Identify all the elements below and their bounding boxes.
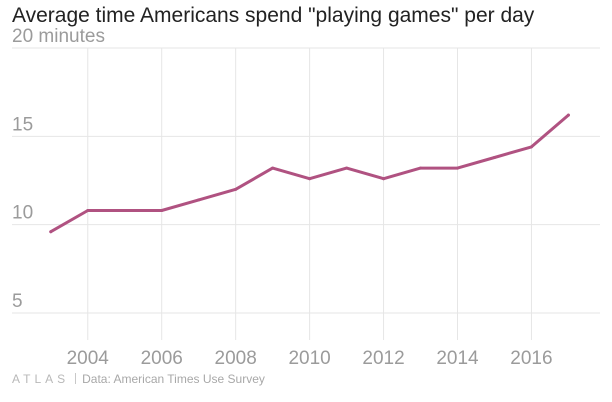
atlas-logo: ATLAS — [12, 372, 70, 386]
x-tick-label-2010: 2010 — [288, 348, 330, 369]
data-point-2017 — [566, 113, 570, 117]
data-point-2005 — [123, 209, 127, 213]
data-point-2009 — [271, 166, 275, 170]
y-tick-label-20: 20 minutes — [12, 26, 105, 47]
x-tick-label-2008: 2008 — [215, 348, 257, 369]
y-tick-label-5: 5 — [12, 291, 23, 312]
x-tick-label-2014: 2014 — [436, 348, 479, 369]
data-point-2012 — [382, 177, 386, 181]
x-tick-label-2004: 2004 — [67, 348, 110, 369]
footer-divider — [75, 373, 77, 384]
data-point-2015 — [492, 156, 496, 160]
data-point-2014 — [456, 166, 459, 170]
y-tick-label-15: 15 — [12, 114, 33, 135]
data-point-2008 — [234, 187, 238, 191]
x-tick-label-2006: 2006 — [141, 348, 183, 369]
footer: ATLAS Data: American Times Use Survey — [12, 372, 265, 386]
data-point-2003 — [49, 230, 53, 234]
y-axis-labels: 5 10 15 20 minutes — [12, 26, 105, 312]
x-tick-label-2016: 2016 — [510, 348, 552, 369]
data-point-2016 — [529, 145, 533, 149]
source-label: Data: — [82, 372, 111, 386]
data-point-2013 — [419, 166, 423, 170]
chart-title: Average time Americans spend "playing ga… — [12, 4, 535, 27]
series-layer — [49, 113, 570, 234]
source-text: American Times Use Survey — [113, 372, 265, 386]
data-point-2006 — [160, 209, 164, 213]
x-tick-label-2012: 2012 — [362, 348, 404, 369]
y-tick-label-10: 10 — [12, 203, 33, 224]
data-point-2004 — [86, 209, 90, 213]
grid-lines — [12, 47, 600, 340]
x-axis-labels: 2004 2006 2008 2010 2012 2014 2016 — [67, 348, 553, 369]
data-point-2010 — [308, 177, 312, 181]
data-point-2011 — [345, 166, 349, 170]
data-point-2007 — [197, 198, 201, 202]
